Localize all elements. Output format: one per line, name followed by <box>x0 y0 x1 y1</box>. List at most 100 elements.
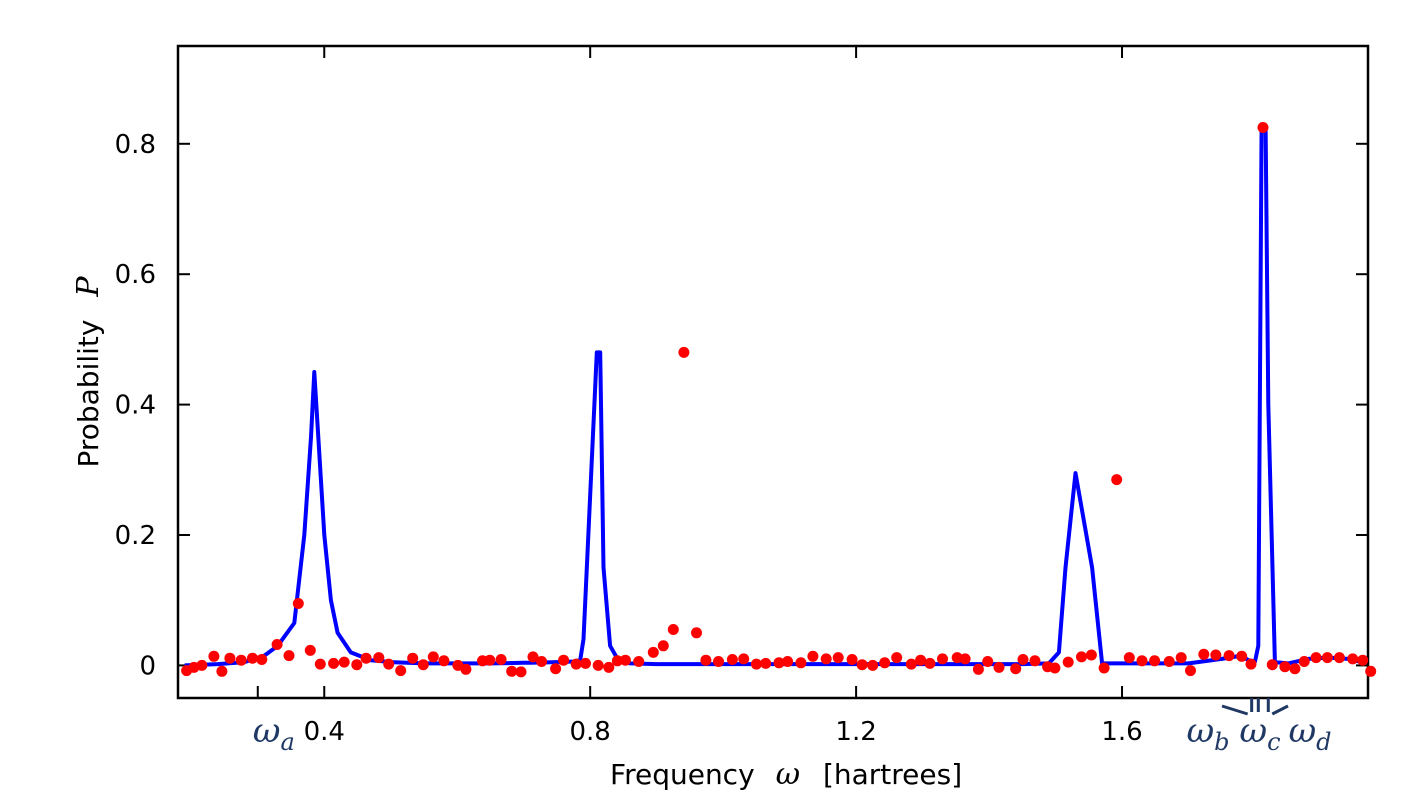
data-point <box>527 651 539 663</box>
omega-label: ωa <box>253 711 295 756</box>
x-axis-var: ω <box>776 757 800 792</box>
data-point <box>427 651 439 663</box>
data-point <box>1333 652 1345 664</box>
data-point <box>1149 655 1161 667</box>
data-point <box>773 657 785 669</box>
data-point <box>1029 655 1041 667</box>
data-point <box>726 654 738 665</box>
data-point <box>256 654 268 665</box>
x-tick-label: 1.6 <box>1101 717 1142 747</box>
data-point <box>1298 656 1310 667</box>
data-point <box>1210 649 1222 661</box>
data-point <box>867 659 879 671</box>
data-point <box>460 663 472 675</box>
data-point <box>216 665 228 677</box>
data-point <box>713 656 724 667</box>
omega-leader <box>1271 704 1289 716</box>
data-point <box>993 661 1005 673</box>
x-axis-label: Frequency <box>610 758 755 791</box>
data-point <box>738 653 750 665</box>
data-point <box>1321 652 1333 664</box>
data-point <box>438 655 450 667</box>
data-point <box>1245 658 1257 670</box>
omega-label: ωd <box>1288 711 1331 756</box>
data-point <box>515 666 527 678</box>
data-point <box>1347 653 1359 665</box>
data-point <box>271 639 283 650</box>
data-point <box>1062 656 1074 668</box>
data-point <box>550 663 562 675</box>
data-point <box>603 661 615 673</box>
data-point <box>484 654 496 666</box>
data-point <box>905 658 917 670</box>
data-point <box>1279 661 1291 673</box>
omega-subscript: a <box>280 728 294 756</box>
omega-subscript: c <box>1267 728 1280 756</box>
data-point <box>1357 654 1369 666</box>
data-point <box>937 653 948 665</box>
data-point <box>1010 663 1022 675</box>
data-point <box>647 646 659 658</box>
data-point <box>807 650 819 662</box>
y-axis-title: Probability P <box>71 276 106 468</box>
data-point <box>1198 648 1210 660</box>
data-point <box>360 652 372 664</box>
data-point <box>1111 474 1123 486</box>
data-point <box>1185 665 1196 677</box>
axis-ticks <box>178 46 1368 698</box>
data-point <box>700 654 712 666</box>
data-point <box>338 656 350 668</box>
y-axis-var: P <box>71 276 106 298</box>
data-point <box>247 652 258 664</box>
data-point <box>373 652 385 664</box>
data-point <box>1266 659 1278 671</box>
data-point <box>235 654 247 666</box>
data-point <box>283 650 295 662</box>
y-tick-label: 0.6 <box>115 260 156 290</box>
x-tick-label: 1.2 <box>835 717 876 747</box>
data-point <box>924 657 936 669</box>
data-point <box>1085 649 1097 661</box>
data-point <box>1076 651 1087 663</box>
data-point <box>1289 663 1301 675</box>
x-axis-title: Frequency ω [hartrees] <box>610 757 962 792</box>
fitted-curve <box>184 122 1362 668</box>
data-point <box>1175 652 1187 664</box>
data-point <box>395 665 407 677</box>
data-point <box>1223 650 1235 662</box>
x-axis-unit: [hartrees] <box>823 758 962 791</box>
data-point <box>1123 652 1135 664</box>
y-tick-label: 0 <box>139 651 156 681</box>
data-point <box>667 624 679 635</box>
data-point <box>832 652 844 664</box>
data-point <box>314 658 326 670</box>
data-point <box>1017 654 1029 665</box>
data-point <box>417 659 429 671</box>
data-point <box>351 659 363 671</box>
data-point <box>611 655 623 667</box>
data-point <box>691 627 702 639</box>
data-point <box>972 663 984 675</box>
omega-leader <box>1221 704 1249 716</box>
data-points <box>181 122 1377 678</box>
plot-frame <box>176 44 1370 700</box>
x-tick-label: 0.4 <box>304 717 345 747</box>
data-point <box>1163 656 1175 667</box>
data-point <box>1236 650 1248 662</box>
data-point <box>982 656 994 667</box>
data-point <box>760 657 772 669</box>
data-point <box>1049 662 1061 674</box>
data-point <box>915 654 927 666</box>
x-tick-label: 0.8 <box>569 717 610 747</box>
y-tick-label: 0.8 <box>115 130 156 160</box>
data-point <box>856 659 868 671</box>
data-point <box>959 653 971 665</box>
y-tick-label: 0.4 <box>115 391 156 421</box>
data-point <box>383 658 395 670</box>
data-point <box>304 644 316 656</box>
data-point <box>570 658 582 670</box>
data-point <box>879 657 891 669</box>
data-point <box>580 657 591 669</box>
data-point <box>224 652 236 664</box>
